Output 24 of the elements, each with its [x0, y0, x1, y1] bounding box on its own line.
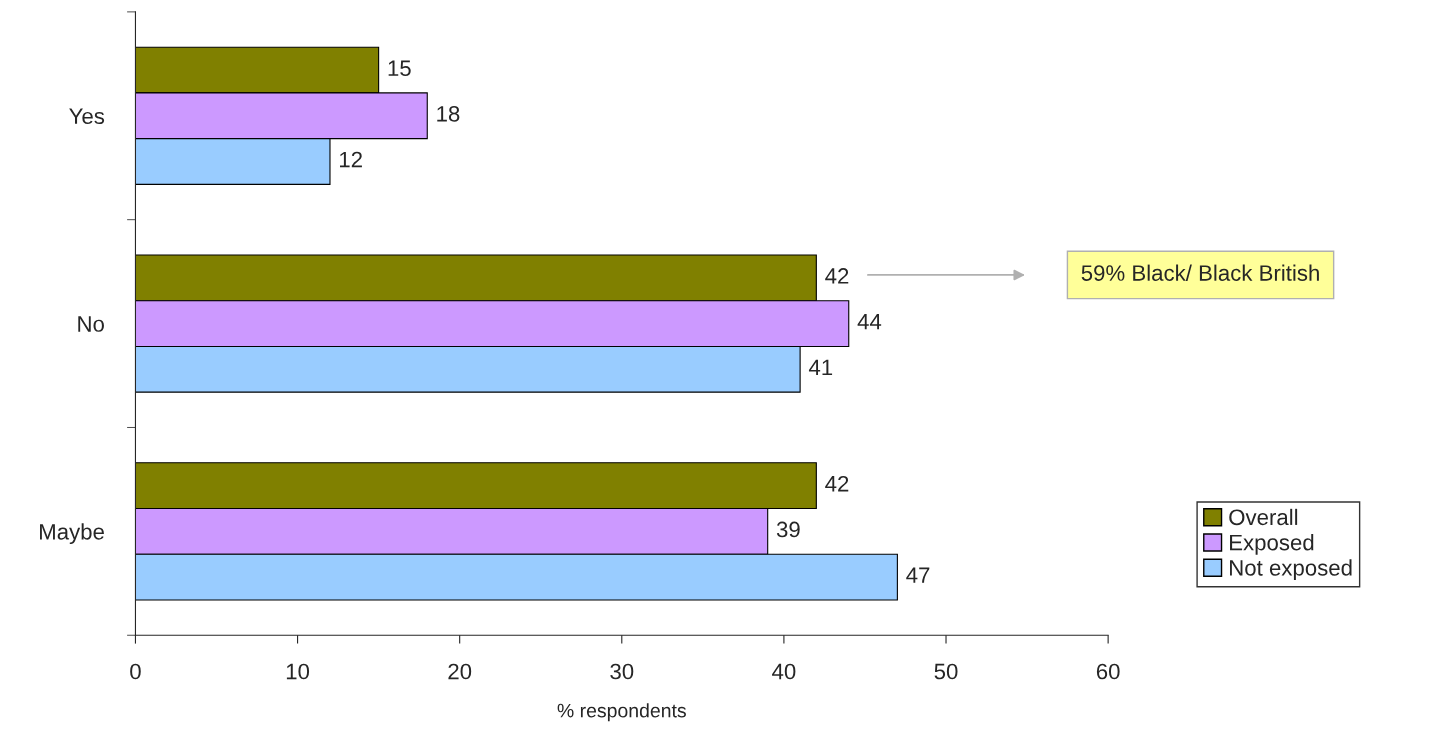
annotation: 59% Black/ Black British: [1081, 264, 1319, 281]
x-tick-label: 30: [610, 663, 634, 680]
x-tick-label: 0: [130, 663, 141, 680]
data-label: 39: [776, 521, 800, 538]
y-tick-label: No: [78, 316, 104, 332]
data-label: 12: [340, 151, 362, 168]
data-label: 15: [388, 60, 411, 77]
data-label: 18: [437, 106, 460, 122]
data-label: 41: [808, 359, 833, 376]
legend-label: Exposed: [1230, 534, 1314, 555]
x-tick-label: 10: [286, 663, 310, 680]
x-tick-label: 60: [1096, 663, 1120, 680]
data-label: 42: [825, 268, 849, 284]
x-tick-label: 20: [448, 663, 472, 680]
data-label: 44: [857, 314, 882, 330]
x-axis-title: % respondents: [557, 703, 686, 722]
data-label: 47: [906, 567, 930, 583]
x-tick-label: 50: [934, 663, 958, 680]
y-tick-label: Maybe: [40, 523, 104, 545]
data-label: 42: [825, 475, 849, 492]
legend-label: Overall: [1229, 508, 1298, 526]
x-tick-label: 40: [772, 663, 796, 680]
y-tick-label: Yes: [69, 108, 105, 125]
legend-label: Not exposed: [1230, 559, 1352, 581]
